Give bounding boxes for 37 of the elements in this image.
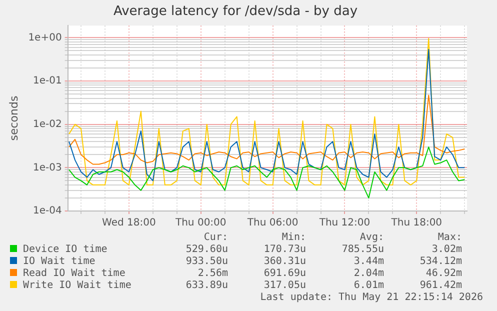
text: 534.12m bbox=[418, 256, 462, 268]
legend-label: IO Wait time bbox=[22, 256, 96, 268]
text: 170.73u bbox=[262, 244, 306, 256]
legend-label: Device IO time bbox=[22, 244, 108, 256]
text: 6.01m bbox=[352, 280, 384, 292]
y-tick-label: 1e-01 bbox=[32, 76, 62, 87]
y-tick-label: 1e+00 bbox=[28, 32, 62, 44]
text: 360.31u bbox=[262, 256, 306, 268]
text: 633.89u bbox=[184, 280, 228, 292]
x-tick-label: Thu 12:00 bbox=[318, 218, 370, 229]
text: 3.44m bbox=[352, 256, 384, 268]
x-tick-label: Thu 00:00 bbox=[174, 218, 226, 229]
text: 785.55u bbox=[340, 244, 384, 256]
text: 529.60u bbox=[184, 244, 228, 256]
text: 46.92m bbox=[424, 268, 462, 280]
y-axis-title: seconds bbox=[7, 96, 20, 141]
text: 2.56m bbox=[196, 268, 228, 280]
text: 3.02m bbox=[430, 244, 462, 256]
text: Min: bbox=[280, 232, 306, 244]
text: 691.69u bbox=[262, 268, 306, 280]
legend-label: Read IO Wait time bbox=[22, 268, 126, 280]
text: 2.04m bbox=[352, 268, 384, 280]
text: 961.42m bbox=[418, 280, 462, 292]
legend-label: Write IO Wait time bbox=[22, 280, 132, 292]
text: Last update: Thu May 21 22:15:14 2026 bbox=[259, 292, 483, 304]
x-tick-label: Thu 18:00 bbox=[390, 218, 442, 229]
text: Max: bbox=[436, 232, 462, 244]
y-tick-label: 1e-03 bbox=[32, 162, 62, 174]
text: 317.05u bbox=[262, 280, 306, 292]
text: Cur: bbox=[202, 232, 228, 244]
text: Avg: bbox=[358, 232, 384, 244]
x-tick-label: Wed 18:00 bbox=[102, 218, 156, 229]
text: 933.50u bbox=[184, 256, 228, 268]
x-tick-label: Thu 06:00 bbox=[246, 218, 298, 229]
y-tick-label: 1e-02 bbox=[32, 118, 62, 130]
y-tick-label: 1e-04 bbox=[32, 206, 62, 217]
chart-title: Average latency for /dev/sda - by day bbox=[113, 4, 358, 20]
